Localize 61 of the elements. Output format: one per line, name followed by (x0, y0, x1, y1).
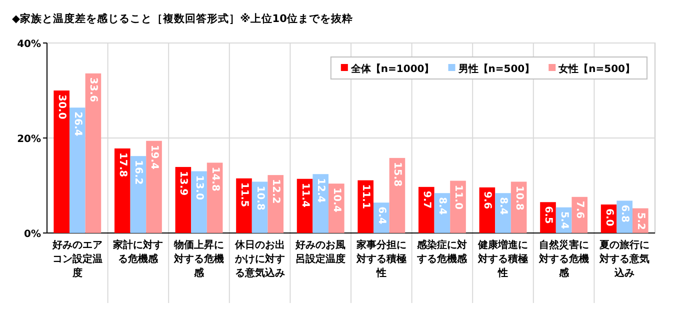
data-label: 33.6 (88, 77, 99, 102)
data-label: 17.8 (116, 152, 128, 178)
data-label: 15.8 (392, 162, 403, 187)
data-label: 30.0 (56, 94, 68, 120)
data-label: 11.5 (238, 182, 250, 208)
legend-label: 女性【n=500】 (558, 63, 635, 75)
data-label: 26.4 (72, 112, 83, 136)
data-label: 6.4 (376, 206, 387, 224)
data-label: 6.0 (603, 208, 614, 226)
bar (268, 175, 284, 233)
x-tick-label: 感染症に対する危機感 (416, 239, 468, 267)
data-label: 11.1 (360, 184, 372, 209)
data-label: 13.0 (194, 175, 204, 200)
bar (191, 171, 207, 233)
data-label: 10.8 (513, 186, 524, 210)
data-label: 11.4 (299, 182, 310, 208)
x-tick-label: 好みのエアコン設定温度 (51, 239, 104, 281)
legend-label: 全体【n=1000】 (350, 63, 434, 75)
bar (114, 148, 130, 233)
y-tick-label: 40% (17, 39, 41, 50)
data-label: 9.6 (482, 191, 493, 210)
data-label: 11.0 (452, 184, 464, 210)
x-tick-label: 家事分担に対する積極性 (355, 239, 408, 281)
data-label: 6.5 (542, 206, 554, 224)
data-label: 8.4 (436, 197, 448, 215)
data-label: 12.4 (315, 178, 326, 203)
x-tick-label: 自然災害に対する危機感 (538, 239, 590, 281)
data-label: 6.8 (619, 204, 630, 222)
bar (85, 73, 102, 233)
bar (146, 140, 162, 233)
bar (130, 156, 146, 233)
chart-title: ◆家族と温度差を感じること［複数回答形式］※上位10位までを抜粋 (12, 12, 353, 25)
data-label: 10.8 (254, 186, 266, 210)
bar (418, 186, 434, 233)
data-label: 16.2 (132, 160, 144, 185)
legend-label: 男性【n=500】 (457, 63, 535, 75)
data-label: 9.7 (420, 190, 432, 209)
bar (450, 180, 466, 233)
data-label: 10.4 (330, 188, 342, 212)
data-label: 5.4 (558, 211, 570, 230)
bar (495, 193, 511, 233)
bar (54, 90, 70, 233)
data-label: 12.2 (270, 179, 282, 204)
bar (312, 174, 329, 233)
data-label: 7.6 (574, 200, 586, 219)
data-label: 13.9 (178, 170, 189, 196)
y-tick-label: 20% (17, 134, 41, 145)
x-tick-label: 健康増進に対する積極性 (476, 239, 529, 281)
data-label: 8.4 (498, 197, 508, 215)
data-label: 19.4 (148, 144, 160, 170)
bar (236, 178, 252, 233)
x-tick-label: 好みのお風呂設定温度 (294, 239, 347, 267)
bar (358, 180, 374, 233)
y-tick-label: 0% (24, 229, 41, 240)
data-label: 5.2 (634, 212, 646, 230)
x-tick-label: 夏の旅行に対する意気込み (598, 239, 651, 281)
bar (69, 108, 86, 233)
data-label: 14.8 (209, 166, 220, 192)
x-tick-label: 家計に対する危機感 (112, 239, 164, 267)
x-tick-label: 物価上昇に対する危機感 (172, 239, 225, 281)
x-tick-label: 休日のお出かけに対する意気込み (234, 239, 286, 281)
